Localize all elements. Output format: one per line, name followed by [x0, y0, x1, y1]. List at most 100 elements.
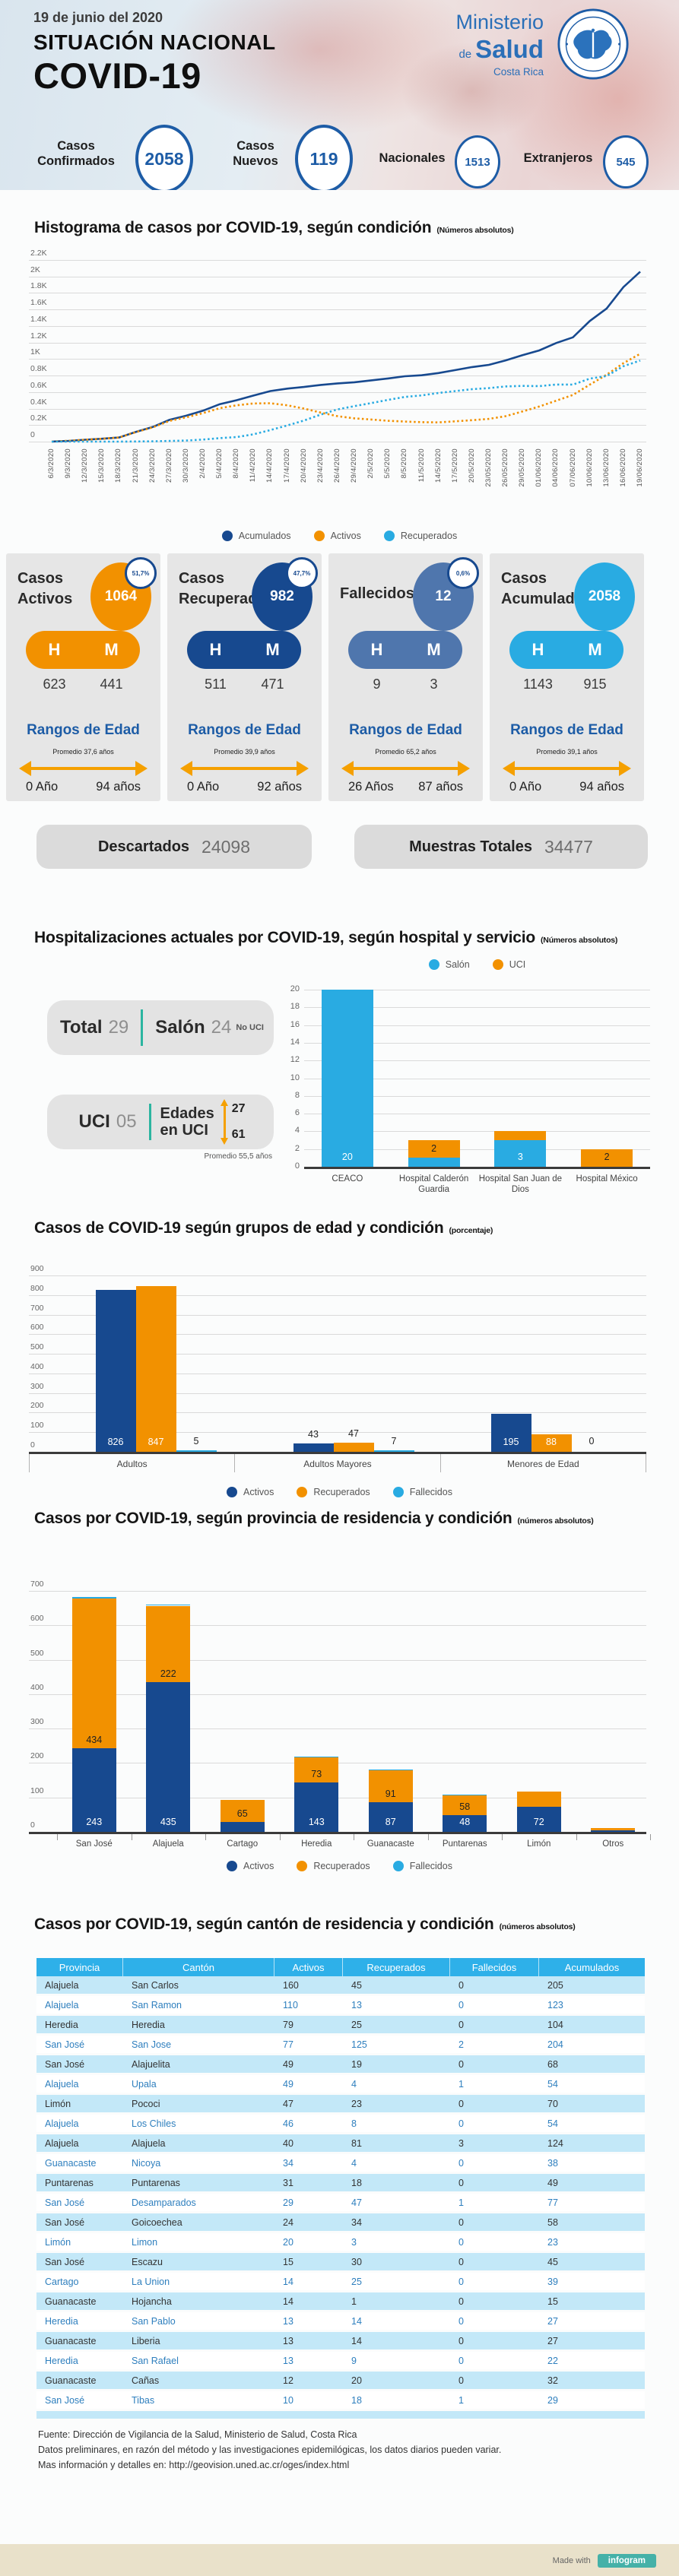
table-cell: 0 [458, 1979, 464, 1991]
y-tick-label: 200 [30, 1401, 44, 1410]
hospital-chart: 20 18 16 14 12 10 8 6 4 2 0 20 CEACO 2 Hospital Calder… [290, 984, 650, 1194]
table-header-row: Provincia Cantón Activos Recuperados Falleci… [36, 1958, 645, 1976]
page-title-line1: SITUACIÓN NACIONAL [33, 30, 276, 54]
stat-label-line: Extranjeros [523, 151, 593, 165]
category-label: Adultos Mayores [234, 1454, 439, 1472]
bar-segment-activos [443, 1815, 487, 1832]
table-cell: 30 [351, 2256, 362, 2267]
table-cell: 40 [283, 2137, 293, 2149]
table-cell: 0 [458, 2375, 464, 2386]
table-cell: 0 [458, 2236, 464, 2248]
age-min: 26 Años [348, 780, 394, 794]
column-header-fallecidos: Fallecidos [450, 1958, 539, 1976]
gridline [29, 1432, 646, 1433]
table-cell: Desamparados [132, 2197, 196, 2208]
table-row: Heredia San Rafael 13 9 0 22 [36, 2352, 645, 2369]
made-with-badge[interactable]: Made with infogram [553, 2554, 656, 2568]
salon-value: 24 [211, 1017, 232, 1038]
bar-value-label: 2 [604, 1152, 610, 1163]
footer-link[interactable]: Mas información y detalles en: http://ge… [38, 2460, 350, 2470]
card-title: Fallecidos [340, 584, 414, 604]
percentage-badge: 47,7% [286, 557, 318, 589]
table-cell: 0 [458, 2256, 464, 2267]
card-title-line: Casos [501, 570, 547, 587]
x-axis-date-label: 13/06/2020 [601, 448, 611, 487]
legend-label: Fallecidos [409, 1861, 452, 1871]
uci-age-range: 27 61 [232, 1102, 246, 1142]
descartados-value: 24098 [201, 836, 251, 857]
table-cell: Alajuela [45, 2137, 79, 2149]
section-title-text: Casos por COVID-19, según provincia de r… [34, 1510, 512, 1527]
table-cell: 14 [283, 2276, 293, 2287]
table-row: Puntarenas Puntarenas 31 18 0 49 [36, 2174, 645, 2191]
table-cell: 0 [458, 2098, 464, 2109]
section-subtitle-text: (Números absolutos) [436, 226, 514, 235]
gridline [29, 1354, 646, 1355]
table-cell: 13 [283, 2315, 293, 2327]
bar-value-label: 5 [193, 1436, 199, 1446]
legend-dot [297, 1861, 308, 1871]
infogram-logo[interactable]: infogram [597, 2554, 656, 2568]
table-cell: 22 [547, 2355, 558, 2366]
table-cell: 25 [351, 2019, 362, 2030]
table-cell: 31 [283, 2177, 293, 2188]
table-cell: Cañas [132, 2375, 160, 2386]
stat-label-line: Nuevos [233, 154, 278, 168]
x-axis-line [29, 1832, 646, 1834]
table-cell: 14 [351, 2335, 362, 2346]
card-title-line: Recuperados [179, 591, 275, 607]
table-cell: 81 [351, 2137, 362, 2149]
age-range-title: Rangos de Edad [510, 722, 623, 738]
bar-segment-activos [220, 1822, 265, 1832]
y-tick-label: 100 [30, 1421, 44, 1430]
bar-recuperados [135, 1285, 176, 1452]
uci-age-max: 61 [231, 1128, 246, 1141]
table-row: Guanacaste Liberia 13 14 0 27 [36, 2332, 645, 2349]
age-legend: Activos Recuperados Fallecidos [0, 1487, 679, 1497]
x-axis-date-label: 16/06/2020 [618, 448, 627, 487]
legend-dot [227, 1861, 238, 1871]
axis-tick [205, 1834, 206, 1840]
stat-label: Nacionales [370, 151, 454, 166]
y-tick-label: 0 [30, 430, 35, 439]
arrow-left-icon [341, 761, 354, 776]
arrow-right-icon [458, 761, 470, 776]
section-title-text: Casos de COVID-19 según grupos de edad y… [34, 1219, 444, 1237]
y-tick-label: 700 [30, 1580, 44, 1589]
table-cell: 49 [283, 2078, 293, 2090]
bar-value-label: 43 [308, 1428, 319, 1440]
column-header-cantón: Cantón [123, 1958, 274, 1976]
bar-segment-salón [408, 1158, 460, 1167]
histogram-x-axis-labels: 6/3/2020 9/3/2020 12/3/2020 15/3/2020 18/3/2… [29, 447, 646, 500]
x-axis-date-label: 6/3/2020 [47, 448, 56, 479]
gender-label-m: M [265, 640, 280, 659]
uci-ages-label: Edades en UCI [160, 1105, 214, 1139]
age-min-max: 26 Años 87 años [328, 780, 483, 794]
legend-label: Activos [243, 1487, 274, 1497]
bar-segment-recuperados [71, 1599, 116, 1748]
bar-value-label: 434 [86, 1735, 103, 1745]
total-label: Total [60, 1017, 103, 1038]
gender-counts: 623 441 [26, 676, 140, 692]
table-cell: 19 [351, 2058, 362, 2070]
axis-tick [576, 1834, 577, 1840]
bar-value-label: 7 [391, 1436, 397, 1446]
arrow-right-icon [135, 761, 148, 776]
y-tick-label: 1.6K [30, 298, 47, 307]
uci-label: UCI [78, 1111, 110, 1132]
table-cell: 58 [547, 2216, 558, 2228]
table-cell: Upala [132, 2078, 157, 2090]
category-label: CEACO [332, 1174, 363, 1183]
y-tick-label: 200 [30, 1751, 44, 1760]
table-cell: Puntarenas [132, 2177, 180, 2188]
legend-label: UCI [509, 959, 526, 970]
y-tick-label: 900 [30, 1264, 44, 1273]
section-subtitle-text: (porcentaje) [449, 1226, 493, 1235]
table-cell: 0 [458, 2058, 464, 2070]
bar-value-label: 20 [341, 1152, 353, 1162]
card-title-line: Casos [179, 570, 225, 587]
table-cell: 45 [547, 2256, 558, 2267]
salon-label: Salón [155, 1017, 205, 1038]
y-tick-label: 2K [30, 265, 40, 274]
table-cell: San Pablo [132, 2315, 176, 2327]
